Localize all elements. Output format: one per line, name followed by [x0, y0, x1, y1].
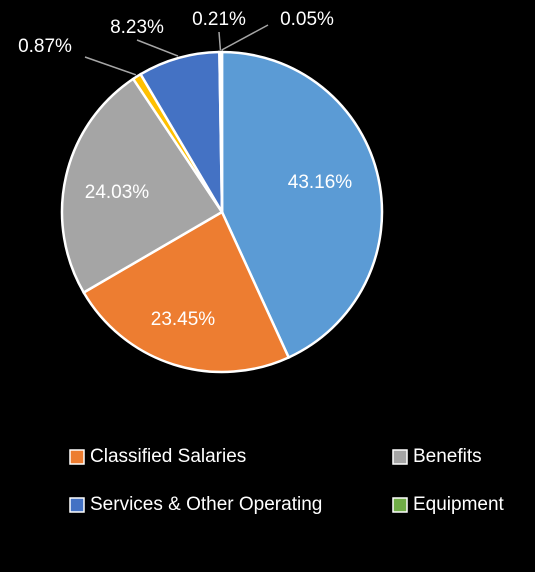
data-label: 8.23%: [110, 17, 164, 38]
legend-label: Equipment: [413, 494, 505, 515]
leader-line: [218, 31, 222, 51]
leader-line: [136, 39, 179, 57]
pie-slice: [220, 50, 384, 360]
pie-slice: [60, 77, 224, 295]
legend-label: Classified Salaries: [90, 446, 246, 467]
data-label: 0.21%: [192, 9, 246, 30]
data-label: 43.16%: [288, 172, 353, 193]
data-label: 0.87%: [18, 36, 72, 57]
pie-slice: [220, 50, 224, 213]
leader-line: [84, 56, 137, 76]
data-label: 24.03%: [85, 182, 150, 203]
legend-swatch: [392, 449, 408, 465]
data-label: 23.45%: [151, 309, 216, 330]
legend-swatch: [69, 449, 85, 465]
legend-label: Services & Other Operating: [90, 494, 322, 515]
pie-slice: [82, 210, 291, 374]
legend-label: Benefits: [413, 446, 482, 467]
data-label: 0.05%: [280, 9, 334, 30]
legend-swatch: [69, 497, 85, 513]
leader-line: [221, 24, 269, 51]
legend-swatch: [392, 497, 408, 513]
